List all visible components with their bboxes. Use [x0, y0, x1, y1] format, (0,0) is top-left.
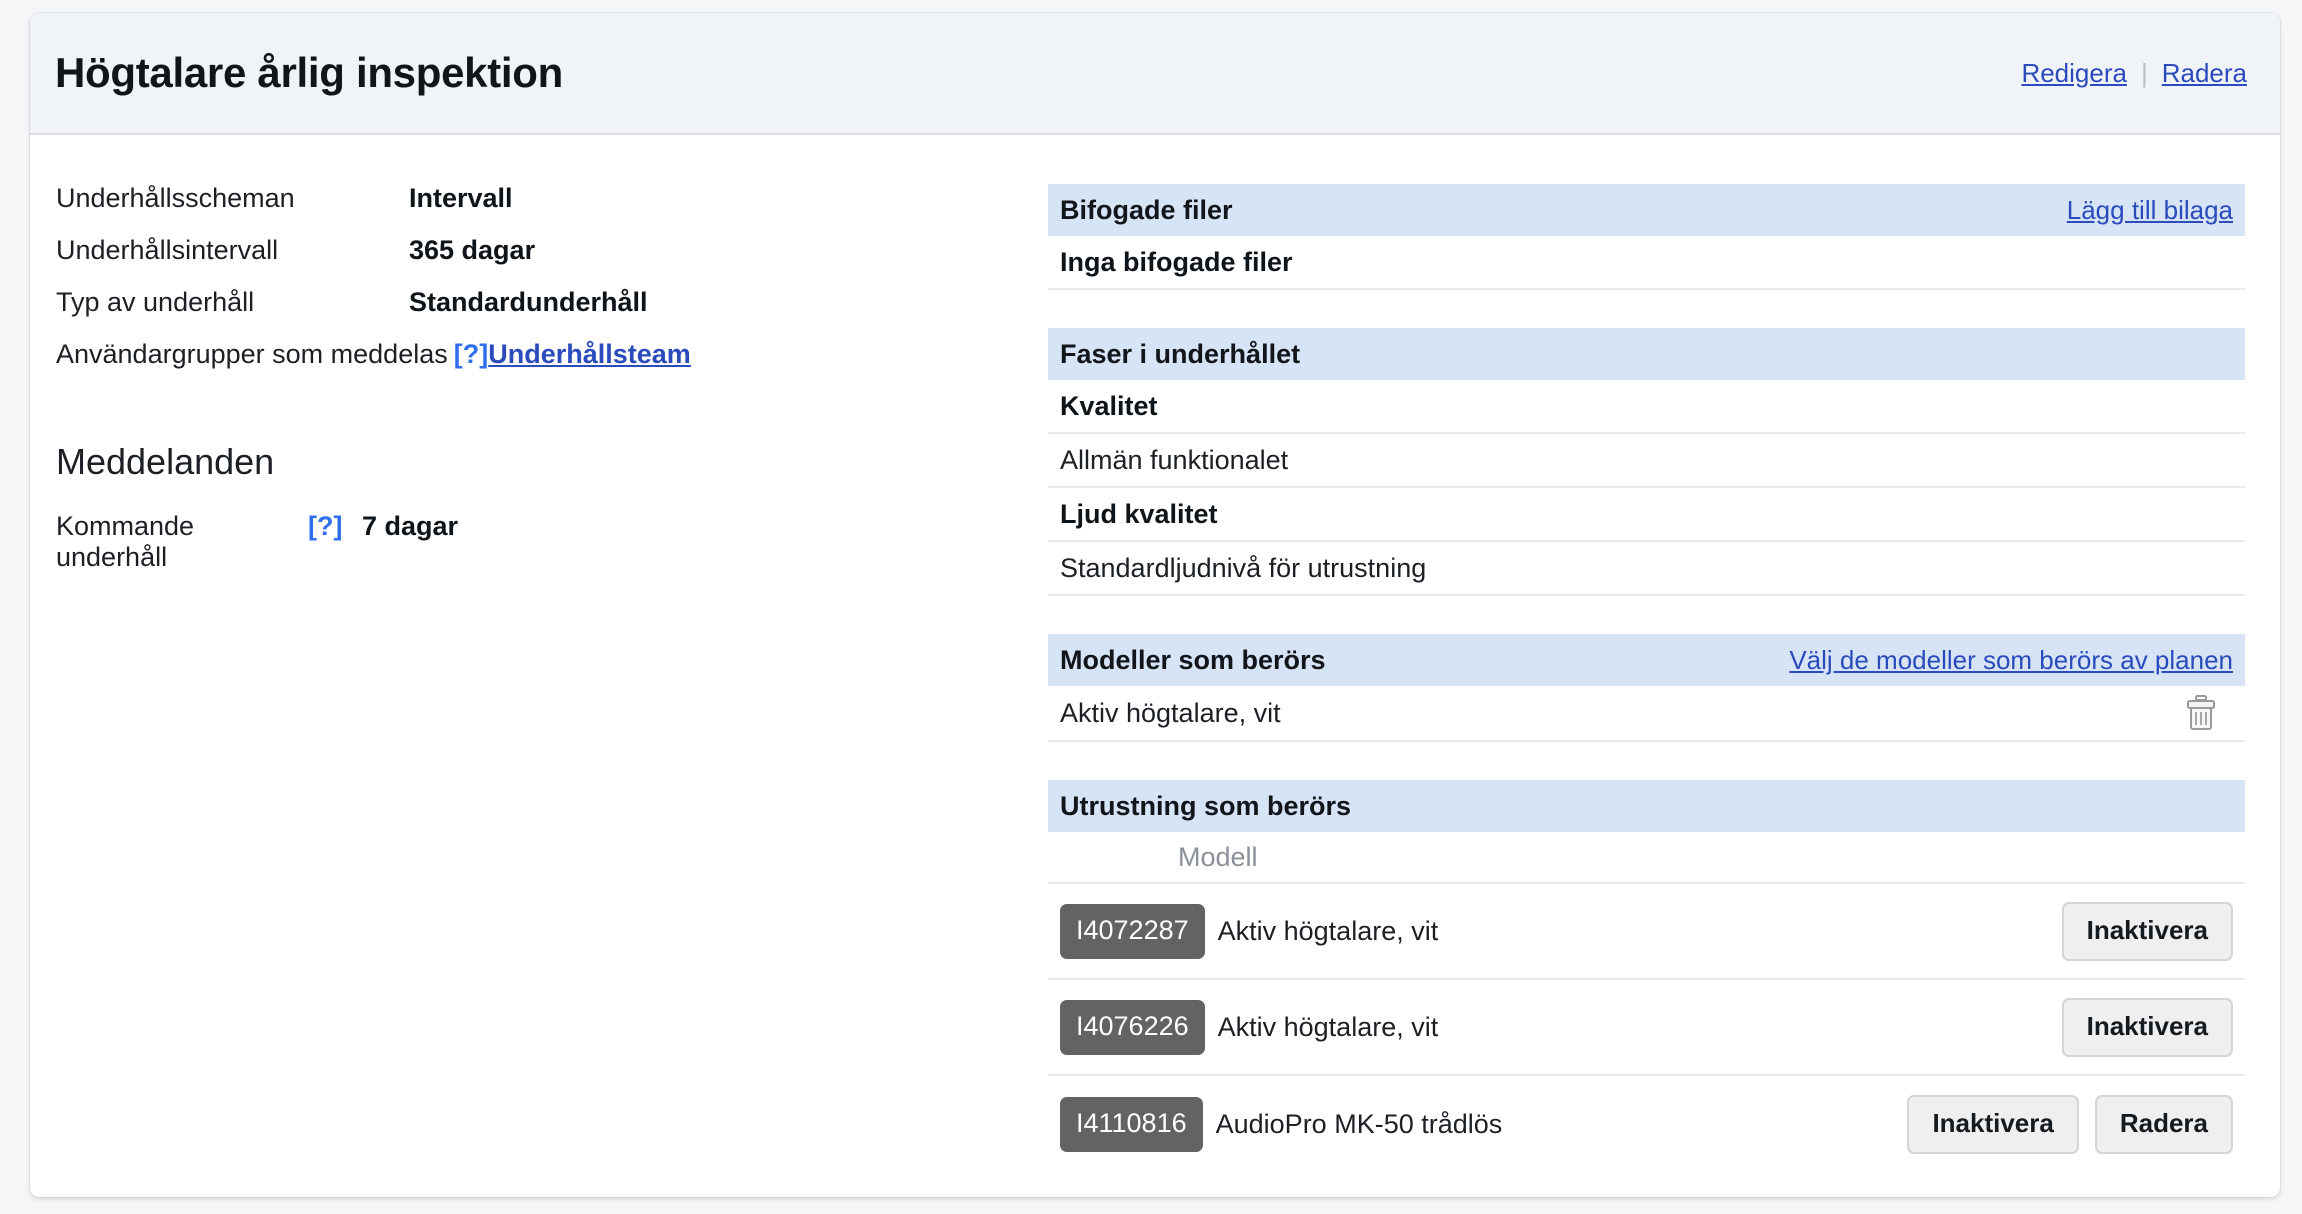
equipment-panel-header: Utrustning som berörs [1048, 780, 2245, 832]
edit-link[interactable]: Redigera [2021, 57, 2127, 88]
attachments-panel: Bifogade filer Lägg till bilaga Inga bif… [1048, 184, 2245, 290]
phase-description-row: Standardljudnivå för utrustning [1048, 542, 2245, 596]
attachments-title: Bifogade filer [1060, 194, 1233, 225]
maintenance-plan-card: Högtalare årlig inspektion Redigera | Ra… [30, 13, 2280, 1197]
detail-value-upcoming: 7 dagar [362, 511, 459, 541]
page-title: Högtalare årlig inspektion [55, 49, 563, 96]
detail-value-type: Standardunderhåll [409, 287, 648, 317]
model-row: Aktiv högtalare, vit [1048, 686, 2245, 742]
phases-panel: Faser i underhållet Kvalitet Allmän funk… [1048, 328, 2245, 596]
help-icon-user-groups[interactable]: [?] [453, 339, 489, 369]
detail-row: Underhållsscheman Intervall [56, 183, 1030, 235]
trash-icon[interactable] [2185, 695, 2217, 731]
detail-row: Typ av underhåll Standardunderhåll [56, 287, 1030, 339]
equipment-id-badge[interactable]: I4072287 [1060, 903, 1205, 959]
detail-row-upcoming-maintenance: Kommande underhåll [?] 7 dagar [56, 511, 1030, 572]
table-row: I4072287 Aktiv högtalare, vit Inaktivera [1048, 884, 2245, 980]
messages-section-title: Meddelanden [56, 441, 275, 482]
equipment-table-header: Modell [1048, 832, 2245, 884]
attachments-empty-text: Inga bifogade filer [1060, 246, 1293, 277]
phases-title: Faser i underhållet [1060, 338, 1301, 369]
equipment-model: Aktiv högtalare, vit [1217, 1011, 1439, 1042]
phase-description: Standardljudnivå för utrustning [1060, 552, 1427, 583]
equipment-column-header-model: Modell [1178, 841, 1258, 872]
delete-button[interactable]: Radera [2094, 1094, 2233, 1154]
detail-label-interval: Underhållsintervall [56, 235, 279, 265]
deactivate-button[interactable]: Inaktivera [2061, 997, 2233, 1057]
attachments-empty-row: Inga bifogade filer [1048, 236, 2245, 290]
equipment-model: AudioPro MK-50 trådlös [1215, 1108, 1503, 1139]
panels-column: Bifogade filer Lägg till bilaga Inga bif… [1030, 135, 2280, 1172]
card-body: Underhållsscheman Intervall Underhållsin… [30, 135, 2280, 1195]
phase-description-row: Allmän funktionalet [1048, 434, 2245, 488]
equipment-model: Aktiv högtalare, vit [1217, 915, 1439, 946]
table-row: I4110816 AudioPro MK-50 trådlös Inaktive… [1048, 1076, 2245, 1172]
delete-link[interactable]: Radera [2161, 57, 2247, 88]
help-icon-upcoming[interactable]: [?] [308, 511, 343, 541]
attachments-panel-header: Bifogade filer Lägg till bilaga [1048, 184, 2245, 236]
card-header: Högtalare årlig inspektion Redigera | Ra… [30, 13, 2280, 135]
phase-name-row: Kvalitet [1048, 380, 2245, 434]
phases-panel-header: Faser i underhållet [1048, 328, 2245, 380]
detail-value-interval: 365 dagar [409, 235, 536, 265]
detail-row-user-groups: Användargrupper som meddelas [?] Underhå… [56, 339, 1030, 391]
header-actions: Redigera | Radera [2021, 58, 2247, 89]
phase-name: Kvalitet [1060, 390, 1158, 421]
detail-label-user-groups: Användargrupper som meddelas [56, 339, 448, 369]
phase-description: Allmän funktionalet [1060, 444, 1289, 475]
equipment-panel: Utrustning som berörs Modell I4072287 Ak… [1048, 780, 2245, 1172]
models-panel: Modeller som berörs Välj de modeller som… [1048, 634, 2245, 742]
models-title: Modeller som berörs [1060, 644, 1326, 675]
equipment-row-actions: Inaktivera Radera [1907, 1094, 2233, 1154]
deactivate-button[interactable]: Inaktivera [1907, 1094, 2079, 1154]
phase-name-row: Ljud kvalitet [1048, 488, 2245, 542]
deactivate-button[interactable]: Inaktivera [2061, 901, 2233, 961]
details-column: Underhållsscheman Intervall Underhållsin… [30, 135, 1030, 572]
model-name: Aktiv högtalare, vit [1060, 697, 1281, 728]
equipment-row-actions: Inaktivera [2061, 901, 2233, 961]
user-group-link[interactable]: Underhållsteam [488, 339, 691, 369]
phase-name: Ljud kvalitet [1060, 498, 1218, 529]
add-attachment-link[interactable]: Lägg till bilaga [2066, 194, 2233, 225]
detail-value-schedule: Intervall [409, 183, 513, 213]
models-panel-header: Modeller som berörs Välj de modeller som… [1048, 634, 2245, 686]
equipment-id-badge[interactable]: I4076226 [1060, 999, 1205, 1055]
equipment-row-actions: Inaktivera [2061, 997, 2233, 1057]
header-action-separator: | [2140, 57, 2148, 88]
detail-row: Underhållsintervall 365 dagar [56, 235, 1030, 287]
detail-label-schedule: Underhållsscheman [56, 183, 295, 213]
detail-label-type: Typ av underhåll [56, 287, 255, 317]
equipment-id-badge[interactable]: I4110816 [1060, 1096, 1203, 1152]
detail-label-upcoming: Kommande underhåll [56, 511, 195, 572]
equipment-title: Utrustning som berörs [1060, 790, 1352, 821]
table-row: I4076226 Aktiv högtalare, vit Inaktivera [1048, 980, 2245, 1076]
select-models-link[interactable]: Välj de modeller som berörs av planen [1789, 644, 2233, 675]
